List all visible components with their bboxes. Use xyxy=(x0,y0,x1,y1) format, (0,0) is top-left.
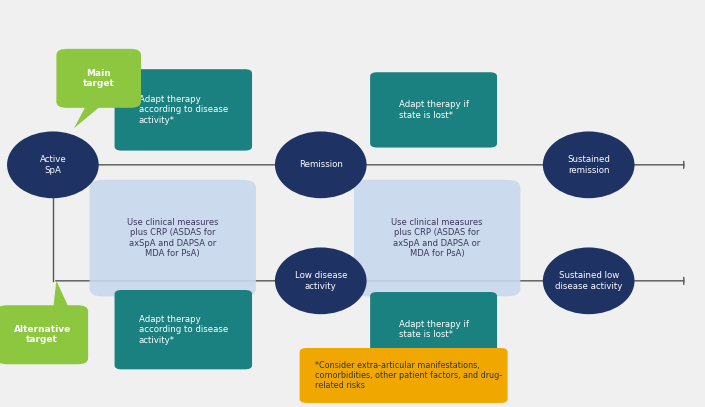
Text: Sustained low
disease activity: Sustained low disease activity xyxy=(555,271,623,291)
FancyBboxPatch shape xyxy=(370,292,497,367)
Ellipse shape xyxy=(275,131,367,198)
Polygon shape xyxy=(74,102,106,128)
Text: Use clinical measures
plus CRP (ASDAS for
axSpA and DAPSA or
MDA for PsA): Use clinical measures plus CRP (ASDAS fo… xyxy=(127,218,219,258)
FancyBboxPatch shape xyxy=(370,72,497,148)
Ellipse shape xyxy=(275,247,367,314)
Polygon shape xyxy=(53,281,70,311)
FancyBboxPatch shape xyxy=(56,49,141,108)
Text: Alternative
target: Alternative target xyxy=(13,325,71,344)
Ellipse shape xyxy=(543,131,634,198)
Text: Low disease
activity: Low disease activity xyxy=(295,271,347,291)
Text: *Consider extra-articular manifestations,
comorbidities, other patient factors, : *Consider extra-articular manifestations… xyxy=(315,361,502,390)
Text: Adapt therapy if
state is lost*: Adapt therapy if state is lost* xyxy=(398,100,469,120)
Text: Main
target: Main target xyxy=(82,69,115,88)
Text: Sustained
remission: Sustained remission xyxy=(568,155,610,175)
FancyBboxPatch shape xyxy=(90,180,256,296)
Text: Adapt therapy
according to disease
activity*: Adapt therapy according to disease activ… xyxy=(139,95,228,125)
Text: Remission: Remission xyxy=(299,160,343,169)
FancyBboxPatch shape xyxy=(300,348,508,403)
FancyBboxPatch shape xyxy=(114,69,252,151)
Ellipse shape xyxy=(543,247,634,314)
Text: Use clinical measures
plus CRP (ASDAS for
axSpA and DAPSA or
MDA for PsA): Use clinical measures plus CRP (ASDAS fo… xyxy=(391,218,483,258)
FancyBboxPatch shape xyxy=(354,180,520,296)
FancyBboxPatch shape xyxy=(0,305,88,364)
Ellipse shape xyxy=(7,131,99,198)
Text: Active
SpA: Active SpA xyxy=(39,155,66,175)
FancyBboxPatch shape xyxy=(114,290,252,370)
Text: Adapt therapy if
state is lost*: Adapt therapy if state is lost* xyxy=(398,320,469,339)
Text: Adapt therapy
according to disease
activity*: Adapt therapy according to disease activ… xyxy=(139,315,228,345)
